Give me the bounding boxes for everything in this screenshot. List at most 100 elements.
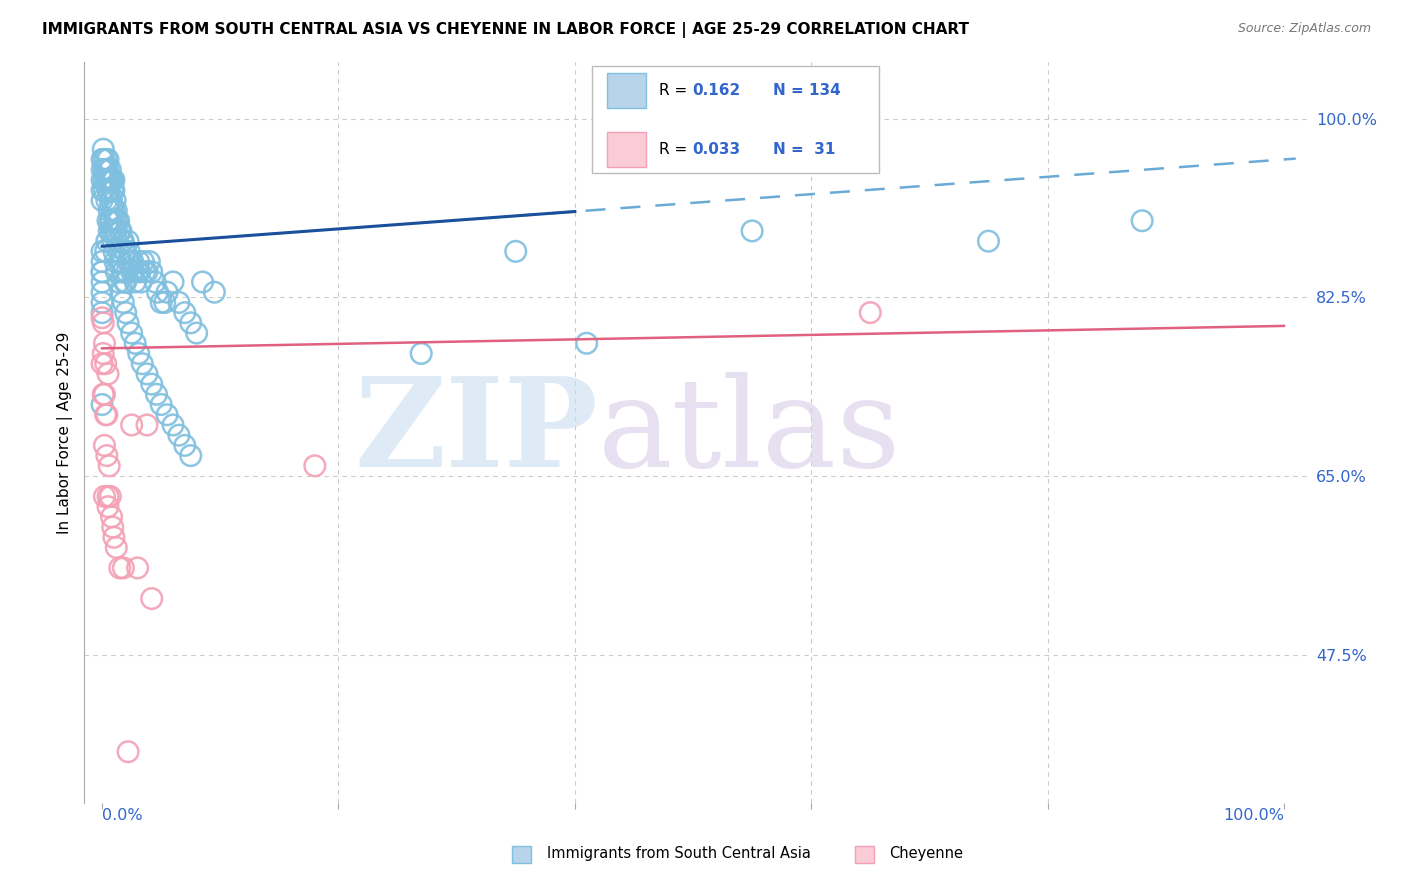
- Text: N =  31: N = 31: [773, 142, 835, 157]
- FancyBboxPatch shape: [855, 847, 873, 863]
- Text: Source: ZipAtlas.com: Source: ZipAtlas.com: [1237, 22, 1371, 36]
- Point: [91, 153, 114, 167]
- Point: [120, 254, 142, 268]
- Point: [180, 449, 202, 463]
- Point: [96, 194, 118, 208]
- Point: [93, 336, 115, 351]
- Point: [134, 265, 156, 279]
- Point: [97, 183, 120, 197]
- Point: [110, 254, 132, 268]
- Point: [93, 490, 115, 504]
- Point: [117, 745, 139, 759]
- Point: [101, 203, 124, 218]
- Point: [191, 275, 214, 289]
- Point: [162, 417, 184, 432]
- Point: [186, 326, 208, 340]
- Point: [136, 417, 159, 432]
- Point: [115, 265, 138, 279]
- Point: [91, 153, 114, 167]
- Point: [114, 275, 136, 289]
- Point: [202, 285, 225, 300]
- Point: [91, 357, 114, 371]
- Point: [98, 490, 121, 504]
- Y-axis label: In Labor Force | Age 25-29: In Labor Force | Age 25-29: [58, 332, 73, 533]
- Point: [91, 316, 114, 330]
- Point: [114, 244, 136, 259]
- Point: [114, 275, 136, 289]
- Point: [101, 520, 124, 534]
- Text: Cheyenne: Cheyenne: [889, 847, 963, 862]
- Point: [97, 367, 120, 381]
- Point: [129, 275, 152, 289]
- Point: [118, 244, 141, 259]
- Point: [107, 213, 129, 227]
- Point: [91, 305, 114, 319]
- Point: [103, 244, 125, 259]
- Point: [105, 203, 128, 218]
- Point: [97, 500, 120, 514]
- Text: 0.0%: 0.0%: [103, 808, 143, 823]
- Point: [128, 254, 150, 268]
- Point: [304, 458, 326, 473]
- Point: [141, 265, 163, 279]
- Point: [98, 173, 121, 187]
- Point: [91, 387, 114, 401]
- Point: [108, 224, 131, 238]
- Point: [104, 194, 127, 208]
- Point: [1130, 213, 1153, 227]
- Point: [127, 561, 149, 575]
- Point: [173, 438, 195, 452]
- Point: [150, 295, 173, 310]
- Point: [103, 203, 125, 218]
- Point: [103, 173, 125, 187]
- Point: [411, 346, 433, 360]
- Point: [156, 285, 179, 300]
- Point: [141, 591, 163, 606]
- Point: [91, 142, 114, 156]
- Point: [124, 275, 146, 289]
- Point: [107, 234, 129, 248]
- Text: 0.033: 0.033: [692, 142, 741, 157]
- Point: [156, 408, 179, 422]
- Point: [91, 346, 114, 360]
- Point: [146, 285, 169, 300]
- Point: [117, 254, 139, 268]
- Point: [110, 224, 132, 238]
- Text: R =: R =: [659, 83, 692, 98]
- Point: [104, 254, 127, 268]
- Point: [100, 194, 122, 208]
- Point: [138, 254, 160, 268]
- Point: [145, 387, 167, 401]
- Text: IMMIGRANTS FROM SOUTH CENTRAL ASIA VS CHEYENNE IN LABOR FORCE | AGE 25-29 CORREL: IMMIGRANTS FROM SOUTH CENTRAL ASIA VS CH…: [42, 22, 969, 38]
- Point: [107, 213, 129, 227]
- Point: [93, 173, 115, 187]
- Point: [977, 234, 1000, 248]
- Point: [97, 213, 120, 227]
- Point: [111, 265, 134, 279]
- Point: [108, 254, 131, 268]
- Text: 0.162: 0.162: [692, 83, 741, 98]
- Point: [107, 244, 129, 259]
- Point: [112, 234, 135, 248]
- FancyBboxPatch shape: [513, 847, 531, 863]
- Point: [136, 367, 159, 381]
- Point: [150, 398, 173, 412]
- Point: [96, 449, 118, 463]
- Point: [91, 275, 114, 289]
- FancyBboxPatch shape: [592, 66, 880, 173]
- Point: [132, 254, 155, 268]
- Point: [97, 162, 120, 177]
- Point: [91, 173, 114, 187]
- Point: [96, 234, 118, 248]
- Point: [91, 244, 114, 259]
- Point: [127, 265, 149, 279]
- Point: [117, 234, 139, 248]
- Point: [575, 336, 598, 351]
- Point: [98, 213, 121, 227]
- Point: [98, 203, 121, 218]
- Point: [167, 428, 190, 442]
- Point: [112, 561, 135, 575]
- Point: [91, 254, 114, 268]
- Text: N = 134: N = 134: [773, 83, 841, 98]
- Point: [93, 162, 115, 177]
